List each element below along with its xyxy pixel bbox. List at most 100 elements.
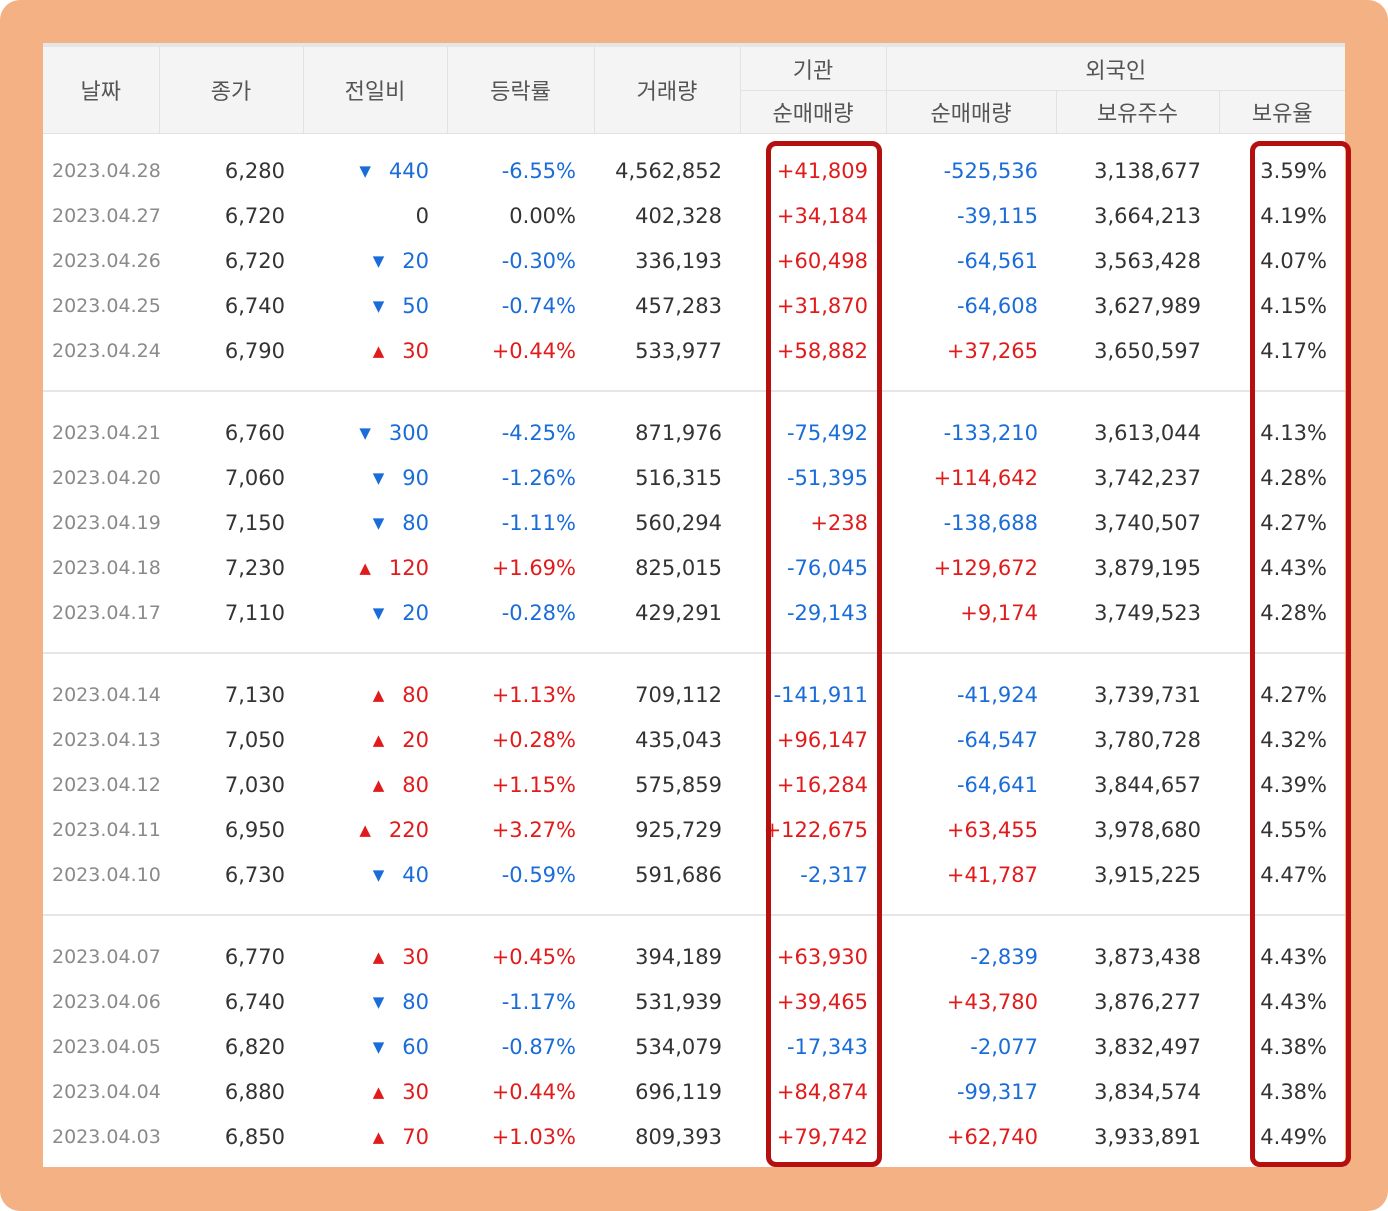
header-institution-net: 순매매량 (740, 90, 887, 134)
cell-holding-ratio: 4.13% (1260, 420, 1327, 445)
cell-rate: +1.03% (491, 1124, 576, 1149)
cell-holding-ratio: 4.43% (1260, 944, 1327, 969)
change-value: 80 (402, 989, 429, 1014)
cell-holding-ratio: 4.55% (1260, 817, 1327, 842)
cell-volume: 457,283 (635, 293, 722, 318)
cell-foreign-net: +63,455 (946, 817, 1038, 842)
table-row: 2023.04.04 6,880 ▲ 30 +0.44% 696,119 +84,874 -9… (43, 1069, 1345, 1114)
cell-change: ▼ 440 (303, 148, 447, 193)
cell-holdings: 3,563,428 (1094, 248, 1201, 273)
cell-institution-net: +84,874 (776, 1079, 868, 1104)
cell-close: 6,720 (224, 248, 285, 273)
cell-change: ▼ 50 (303, 283, 447, 328)
change-value: 0 (415, 203, 429, 228)
cell-rate: -0.74% (501, 293, 576, 318)
cell-date: 2023.04.24 (52, 339, 161, 362)
change-value: 80 (402, 772, 429, 797)
cell-date: 2023.04.12 (52, 773, 161, 796)
cell-date: 2023.04.14 (52, 683, 161, 706)
cell-holdings: 3,740,507 (1094, 510, 1201, 535)
up-triangle-icon: ▲ (372, 775, 385, 794)
cell-rate: +0.44% (491, 1079, 576, 1104)
table-row: 2023.04.27 6,720 0 0.00% 402,328 +34,184 -39,1… (43, 193, 1345, 238)
cell-institution-net: +58,882 (776, 338, 868, 363)
cell-volume: 591,686 (635, 862, 722, 887)
cell-close: 6,770 (224, 944, 285, 969)
header-change: 전일비 (303, 47, 448, 134)
cell-foreign-net: -133,210 (943, 420, 1038, 445)
cell-institution-net: +96,147 (776, 727, 868, 752)
cell-close: 6,740 (224, 989, 285, 1014)
cell-rate: -0.30% (501, 248, 576, 273)
cell-foreign-net: +129,672 (933, 555, 1038, 580)
change-value: 300 (388, 420, 429, 445)
cell-holding-ratio: 4.07% (1260, 248, 1327, 273)
cell-rate: +1.13% (491, 682, 576, 707)
cell-holding-ratio: 4.43% (1260, 989, 1327, 1014)
down-triangle-icon: ▼ (372, 513, 385, 532)
up-triangle-icon: ▲ (372, 730, 385, 749)
cell-close: 7,130 (224, 682, 285, 707)
cell-holdings: 3,933,891 (1094, 1124, 1201, 1149)
cell-date: 2023.04.07 (52, 945, 161, 968)
cell-rate: +3.27% (491, 817, 576, 842)
cell-rate: -0.87% (501, 1034, 576, 1059)
cell-volume: 402,328 (635, 203, 722, 228)
cell-volume: 560,294 (635, 510, 722, 535)
up-triangle-icon: ▲ (372, 341, 385, 360)
header-rate: 등락률 (447, 47, 595, 134)
table-row: 2023.04.13 7,050 ▲ 20 +0.28% 435,043 +96,147 -6… (43, 717, 1345, 762)
cell-volume: 696,119 (635, 1079, 722, 1104)
change-value: 20 (402, 248, 429, 273)
table-row: 2023.04.05 6,820 ▼ 60 -0.87% 534,079 -17,343 -2… (43, 1024, 1345, 1069)
cell-rate: -6.55% (501, 158, 576, 183)
cell-volume: 825,015 (635, 555, 722, 580)
cell-rate: -1.17% (501, 989, 576, 1014)
cell-volume: 809,393 (635, 1124, 722, 1149)
change-value: 20 (402, 727, 429, 752)
cell-volume: 429,291 (635, 600, 722, 625)
cell-change: ▼ 40 (303, 852, 447, 897)
change-value: 120 (388, 555, 429, 580)
cell-holding-ratio: 4.28% (1260, 465, 1327, 490)
cell-volume: 709,112 (635, 682, 722, 707)
cell-holding-ratio: 4.17% (1260, 338, 1327, 363)
cell-holding-ratio: 3.59% (1260, 158, 1327, 183)
cell-holdings: 3,739,731 (1094, 682, 1201, 707)
cell-foreign-net: -64,608 (956, 293, 1038, 318)
table-row: 2023.04.20 7,060 ▼ 90 -1.26% 516,315 -51,395 +1… (43, 455, 1345, 500)
cell-holdings: 3,915,225 (1094, 862, 1201, 887)
cell-holdings: 3,879,195 (1094, 555, 1201, 580)
change-value: 70 (402, 1124, 429, 1149)
cell-foreign-net: -41,924 (956, 682, 1038, 707)
cell-holdings: 3,834,574 (1094, 1079, 1201, 1104)
cell-holdings: 3,742,237 (1094, 465, 1201, 490)
cell-institution-net: +39,465 (776, 989, 868, 1014)
cell-close: 6,280 (224, 158, 285, 183)
cell-change: 0 (303, 193, 447, 238)
table-row: 2023.04.24 6,790 ▲ 30 +0.44% 533,977 +58,882 +3… (43, 328, 1345, 373)
cell-rate: +1.69% (491, 555, 576, 580)
cell-rate: +1.15% (491, 772, 576, 797)
table-row: 2023.04.10 6,730 ▼ 40 -0.59% 591,686 -2,317 +41… (43, 852, 1345, 897)
change-value: 80 (402, 682, 429, 707)
change-value: 20 (402, 600, 429, 625)
cell-institution-net: -17,343 (786, 1034, 868, 1059)
cell-holdings: 3,844,657 (1094, 772, 1201, 797)
down-triangle-icon: ▼ (359, 161, 371, 180)
cell-volume: 533,977 (635, 338, 722, 363)
cell-date: 2023.04.05 (52, 1035, 161, 1058)
cell-holdings: 3,613,044 (1094, 420, 1201, 445)
cell-institution-net: -141,911 (773, 682, 868, 707)
cell-foreign-net: -64,561 (956, 248, 1038, 273)
cell-institution-net: +79,742 (776, 1124, 868, 1149)
up-triangle-icon: ▲ (372, 947, 385, 966)
cell-date: 2023.04.06 (52, 990, 161, 1013)
cell-date: 2023.04.13 (52, 728, 161, 751)
up-triangle-icon: ▲ (372, 685, 385, 704)
cell-rate: +0.45% (491, 944, 576, 969)
cell-date: 2023.04.27 (52, 204, 161, 227)
cell-close: 7,060 (224, 465, 285, 490)
cell-close: 7,110 (224, 600, 285, 625)
cell-holding-ratio: 4.28% (1260, 600, 1327, 625)
